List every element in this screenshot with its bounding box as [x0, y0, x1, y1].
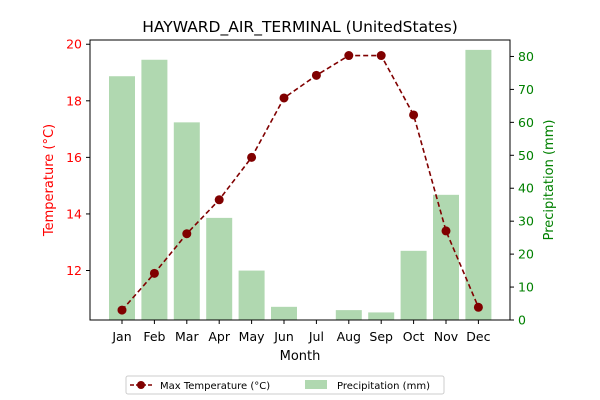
x-tick-label: Jan — [111, 329, 131, 344]
left-axis-label: Temperature (°C) — [42, 124, 57, 237]
temperature-point-jun — [279, 93, 289, 103]
temperature-point-mar — [182, 229, 192, 239]
chart-title: HAYWARD_AIR_TERMINAL (UnitedStates) — [142, 18, 458, 37]
right-y-tick-label: 40 — [518, 181, 534, 196]
precip-bar-mar — [173, 122, 200, 321]
x-axis-label: Month — [280, 349, 321, 364]
plot-frame — [89, 39, 511, 321]
temperature-line — [121, 54, 480, 311]
x-tick-label: May — [239, 329, 265, 344]
temperature-point-feb — [149, 268, 159, 278]
right-y-tick-label: 70 — [518, 82, 534, 97]
temperature-point-nov — [441, 226, 451, 236]
precip-bar-dec — [465, 49, 492, 320]
x-tick-label: Nov — [434, 329, 459, 344]
precip-bar-apr — [206, 217, 233, 320]
left-y-tick-label: 12 — [66, 263, 82, 278]
x-tick-label: Aug — [337, 329, 361, 344]
precip-bar-jan — [109, 76, 135, 320]
temperature-point-jan — [117, 305, 127, 315]
temperature-point-may — [247, 152, 257, 162]
right-y-tick-label: 30 — [518, 214, 534, 229]
left-y-tick-label: 18 — [66, 93, 82, 108]
temperature-point-oct — [409, 110, 419, 120]
x-tick-label: Apr — [208, 329, 230, 344]
x-axis: Jan Feb Mar Apr May Jun Jul Aug Sep Oct Nov Dec — [111, 320, 491, 344]
legend-box — [125, 375, 445, 395]
right-y-tick-label: 50 — [518, 148, 534, 163]
x-tick-label: Dec — [466, 329, 490, 344]
left-y-tick-label: 14 — [66, 206, 82, 221]
x-tick-label: Jul — [308, 329, 324, 344]
legend-label-temperature: Max Temperature (°C) — [160, 381, 270, 392]
x-tick-label: Mar — [175, 329, 199, 344]
legend-line-marker — [137, 381, 145, 389]
legend-label-precipitation: Precipitation (mm) — [337, 381, 430, 392]
right-y-tick-label: 10 — [518, 280, 534, 295]
precip-bar-jun — [271, 306, 297, 320]
temperature-point-jul — [311, 70, 321, 80]
x-tick-label: Sep — [369, 329, 393, 344]
legend-bar-swatch — [305, 380, 327, 389]
x-tick-label: Oct — [403, 329, 425, 344]
temperature-point-aug — [344, 51, 354, 61]
right-y-axis: 0 10 20 30 40 50 60 70 80 — [510, 49, 534, 328]
line-layer — [117, 51, 483, 315]
right-y-tick-label: 20 — [518, 247, 534, 262]
legend: Max Temperature (°C) Precipitation (mm) — [125, 375, 445, 395]
precip-bar-oct — [400, 250, 427, 320]
right-y-tick-label: 80 — [518, 49, 534, 64]
left-y-axis: 12 14 16 18 20 — [66, 37, 90, 278]
left-y-tick-label: 16 — [66, 150, 82, 165]
temperature-point-apr — [214, 195, 224, 205]
precip-bar-may — [238, 270, 265, 320]
left-y-tick-label: 20 — [66, 37, 82, 52]
bars-layer — [109, 49, 492, 321]
temperature-point-dec — [473, 302, 483, 312]
x-tick-label: Jun — [273, 329, 294, 344]
right-y-tick-label: 60 — [518, 115, 534, 130]
precip-bar-nov — [433, 194, 459, 320]
x-tick-label: Feb — [143, 329, 165, 344]
right-axis-label: Precipitation (mm) — [542, 120, 557, 241]
precip-bar-aug — [335, 310, 362, 320]
precip-bar-feb — [141, 59, 168, 320]
right-y-tick-label: 0 — [518, 313, 526, 328]
precip-bar-sep — [368, 312, 395, 320]
temperature-point-sep — [376, 51, 386, 61]
